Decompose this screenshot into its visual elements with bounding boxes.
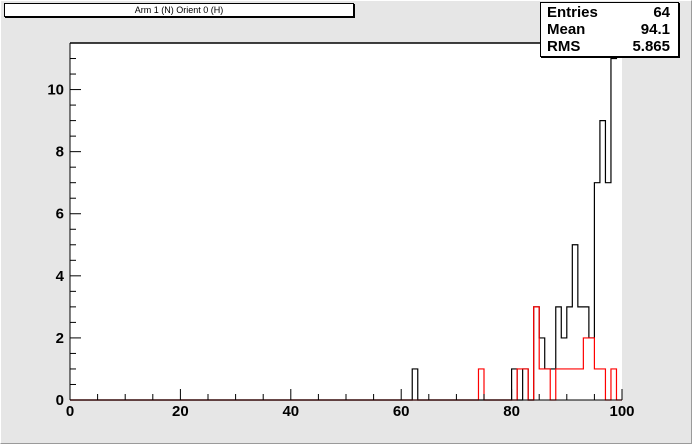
histogram-bin: [600, 369, 606, 400]
stats-box: Entries 64 Mean 94.1 RMS 5.865: [540, 2, 679, 57]
histogram-bin: [534, 307, 540, 400]
histogram-bin: [600, 121, 606, 400]
histogram-bin: [578, 369, 584, 400]
histogram-bin: [589, 338, 595, 400]
histogram-bin: [412, 369, 418, 400]
stats-row-rms: RMS 5.865: [547, 38, 670, 56]
histogram-bin: [512, 369, 518, 400]
histogram-bin: [572, 369, 578, 400]
y-tick-label: 2: [56, 330, 64, 347]
histogram-bin: [567, 369, 573, 400]
histogram-bin: [523, 369, 529, 400]
histogram-bin: [583, 338, 589, 400]
stats-mean-label: Mean: [547, 21, 586, 38]
y-tick-label: 0: [56, 392, 64, 409]
histogram-bin: [561, 369, 567, 400]
x-tick-label: 0: [66, 403, 74, 420]
x-tick-label: 100: [609, 403, 634, 420]
stats-row-entries: Entries 64: [547, 4, 670, 22]
plot-area: [70, 43, 622, 400]
histogram-bin: [517, 369, 523, 400]
axis-layer: 0 20 40 60 80 100 0 2 4 6 8 10: [47, 42, 635, 420]
y-tick-label: 4: [56, 268, 65, 285]
stats-row-mean: Mean 94.1: [547, 21, 670, 39]
y-tick-label: 6: [56, 206, 64, 223]
histogram-bin: [478, 369, 484, 400]
histogram-bin: [594, 369, 600, 400]
x-tick-label: 80: [503, 403, 520, 420]
stats-rms-value: 5.865: [632, 38, 670, 55]
stats-mean-value: 94.1: [640, 21, 670, 38]
y-tick-label: 10: [47, 82, 64, 99]
histogram-title: Arm 1 (N) Orient 0 (H): [4, 3, 354, 17]
histogram-bin: [556, 369, 562, 400]
x-tick-label: 60: [393, 403, 410, 420]
stats-rms-label: RMS: [547, 38, 581, 55]
histogram-bin: [611, 369, 617, 400]
histogram-bin: [545, 369, 551, 400]
stats-entries-value: 64: [653, 4, 670, 21]
x-tick-label: 20: [172, 403, 189, 420]
x-tick-label: 40: [282, 403, 299, 420]
histogram-bin: [594, 183, 600, 400]
y-tick-label: 8: [56, 144, 64, 161]
stats-entries-label: Entries: [547, 4, 598, 21]
histogram-bin: [605, 183, 611, 400]
histogram-bin: [611, 59, 617, 400]
histogram-bin: [616, 43, 622, 400]
histogram-bin: [550, 369, 556, 400]
histogram-bin: [539, 369, 545, 400]
